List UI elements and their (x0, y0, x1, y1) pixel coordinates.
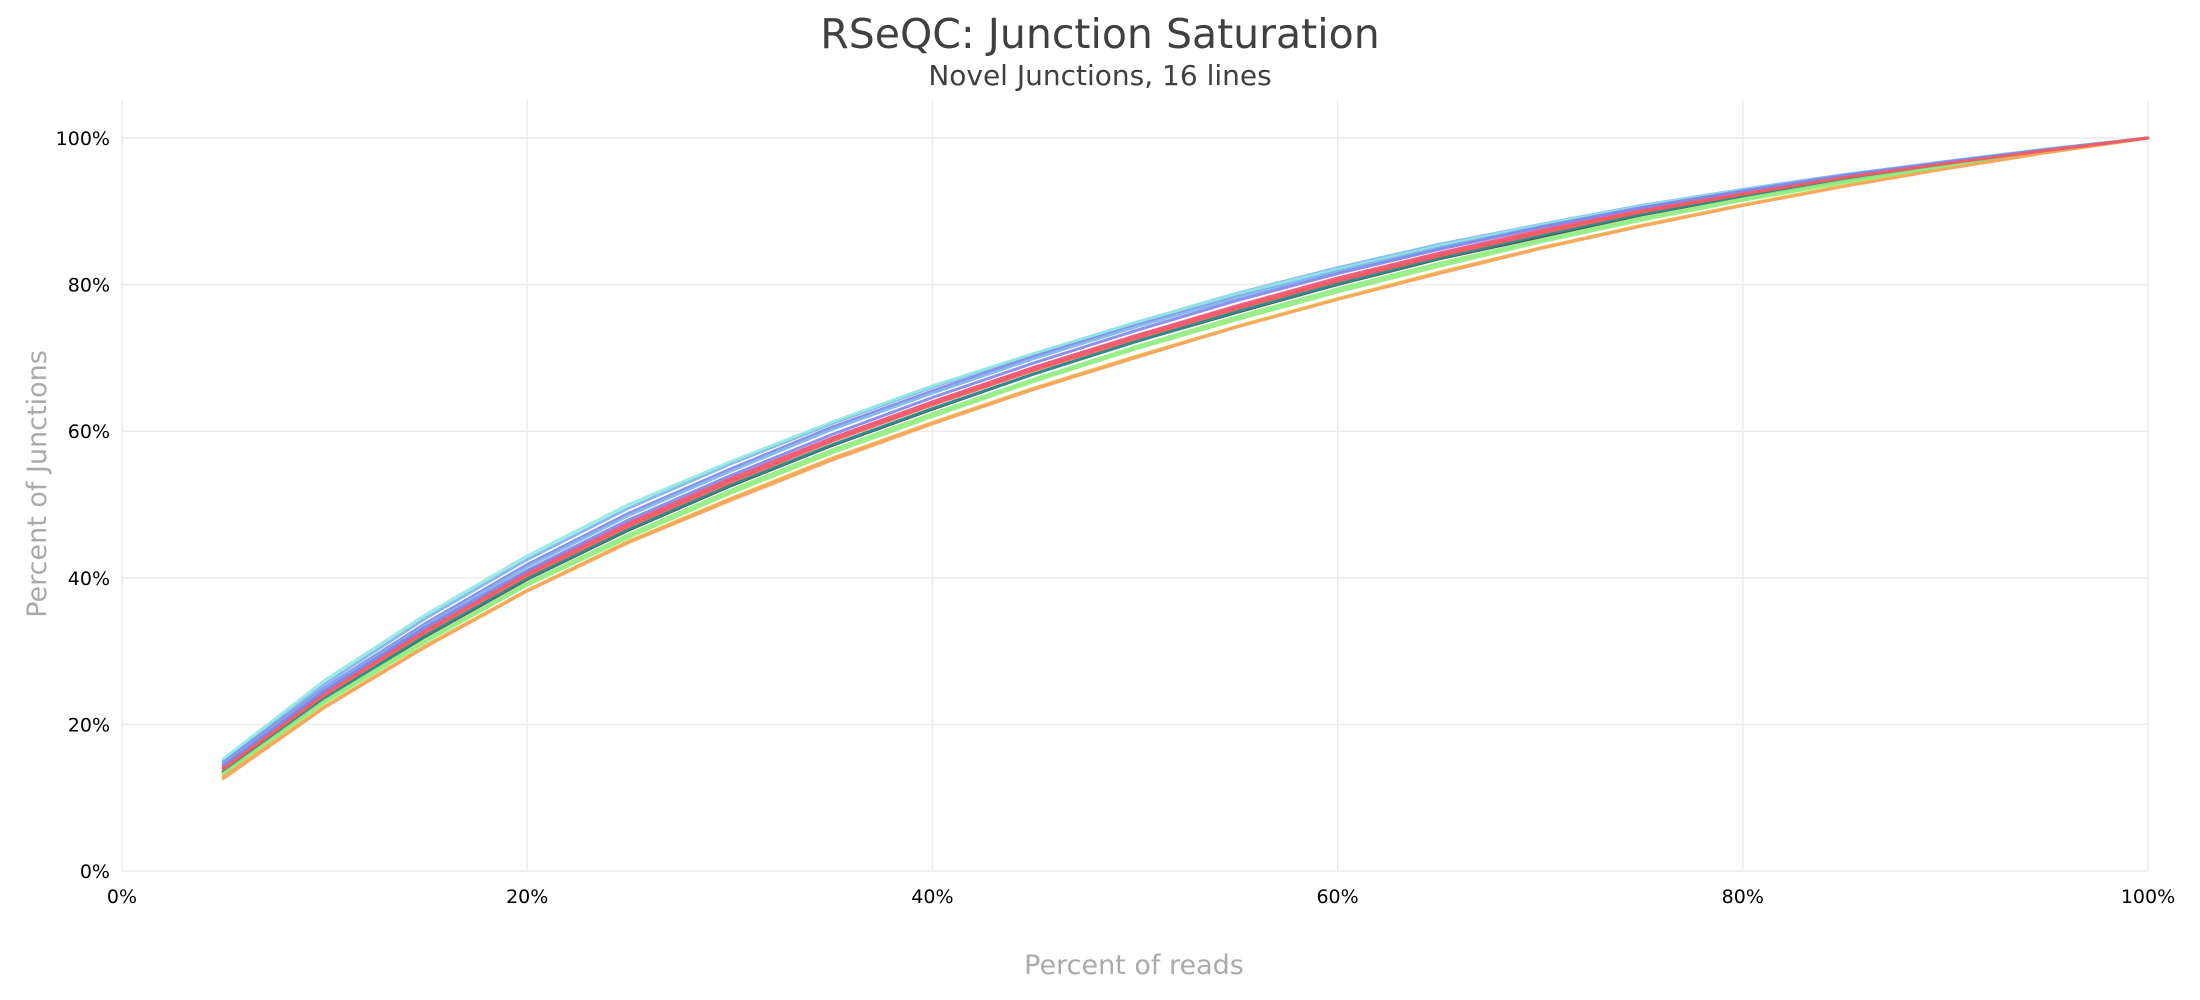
x-tick-label: 20% (506, 886, 548, 908)
x-tick-label: 40% (911, 886, 953, 908)
series-line-13 (221, 136, 2150, 779)
y-tick-label: 40% (68, 568, 110, 590)
series-line-16 (221, 136, 2150, 771)
y-tick-label: 100% (56, 128, 110, 150)
series-line-11 (221, 136, 2150, 766)
x-axis-title: Percent of reads (1024, 950, 1244, 981)
chart-subtitle: Novel Junctions, 16 lines (928, 59, 1271, 92)
y-axis-ticks: 0% 20% 40% 60% 80% 100% (56, 128, 110, 883)
series-line-7 (221, 136, 2150, 778)
series-line-2 (221, 136, 2150, 774)
grid (121, 100, 2149, 872)
series-line-14 (221, 136, 2150, 770)
series-line-4 (221, 136, 2150, 781)
series-line-5 (221, 136, 2150, 764)
series-line-12 (221, 136, 2150, 775)
y-tick-label: 60% (68, 421, 110, 443)
x-tick-label: 100% (2121, 886, 2175, 908)
series-line-1 (221, 136, 2150, 763)
series-line-3 (221, 136, 2150, 776)
series-line-15 (221, 136, 2150, 767)
x-axis-ticks: 0% 20% 40% 60% 80% 100% (107, 886, 2175, 908)
chart-title: RSeQC: Junction Saturation (820, 10, 1379, 58)
series-lines (221, 136, 2150, 781)
x-tick-label: 0% (107, 886, 137, 908)
x-tick-label: 60% (1316, 886, 1358, 908)
series-line-9 (221, 136, 2150, 769)
y-axis-title: Percent of Junctions (22, 350, 53, 618)
series-line-10 (221, 136, 2150, 761)
y-tick-label: 20% (68, 714, 110, 736)
series-line-6 (221, 136, 2150, 770)
series-line-8 (221, 136, 2150, 773)
y-tick-label: 80% (68, 275, 110, 297)
y-tick-label: 0% (80, 861, 110, 883)
x-tick-label: 80% (1722, 886, 1764, 908)
